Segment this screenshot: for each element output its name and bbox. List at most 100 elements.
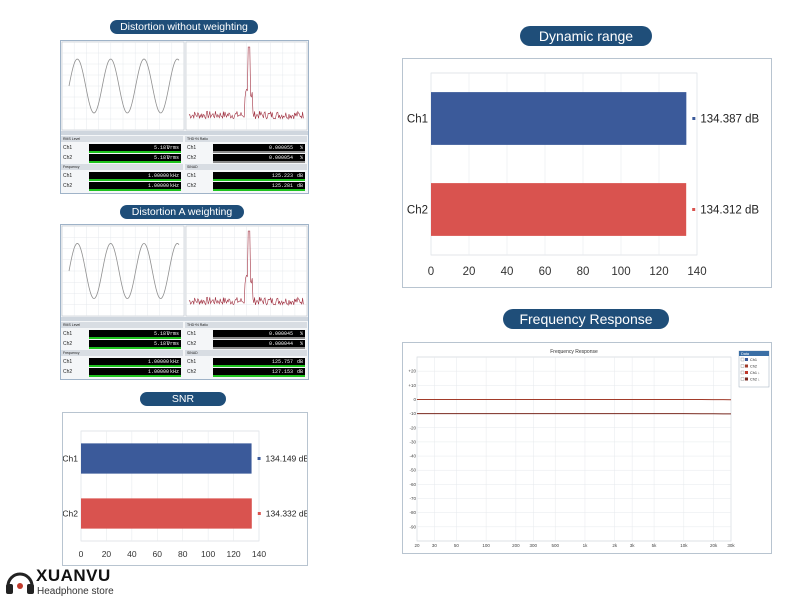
data-label: 134.387 dB bbox=[700, 114, 759, 126]
legend-checkbox bbox=[740, 357, 745, 362]
meter-group-title: RMS Level bbox=[61, 322, 183, 328]
legend-swatch bbox=[745, 371, 748, 374]
meter-row-ch1: Ch1 1.00000 kHz bbox=[61, 357, 183, 367]
legend-swatch bbox=[745, 358, 748, 361]
y-tick-label: -10 bbox=[409, 411, 416, 416]
level-bar bbox=[89, 189, 181, 191]
meter-group-title: SINAD bbox=[185, 350, 307, 356]
left-meters-2: RMS Level Ch1 5.187 Vrms Ch2 5.187 Vrms Fr… bbox=[61, 322, 183, 378]
level-bar bbox=[213, 161, 305, 163]
plot-area bbox=[416, 356, 732, 542]
snr-chart: 0 20 40 60 80 100 120 140 Ch1 134.149 dB Ch2 134.33… bbox=[62, 430, 310, 559]
x-tick-label: 20k bbox=[710, 543, 718, 548]
meter-tabs-2 bbox=[61, 317, 308, 321]
meter-unit: dB bbox=[296, 359, 303, 365]
meter-row-ch2: Ch2 5.187 Vrms bbox=[61, 153, 183, 163]
channel-label: Ch2 bbox=[63, 369, 73, 375]
brand-name: XUANVU bbox=[36, 566, 111, 585]
channel-label: Ch2 bbox=[187, 183, 197, 189]
series-marker bbox=[692, 117, 696, 120]
meter-value: 5.187 bbox=[153, 145, 169, 151]
level-bar bbox=[213, 179, 305, 181]
meter-group-title: THD+N Ratio bbox=[185, 136, 307, 142]
meter-unit: % bbox=[299, 331, 303, 337]
legend-label: Ch2 bbox=[750, 365, 757, 369]
channel-label: Ch2 bbox=[187, 155, 197, 161]
meter-row-ch1: Ch1 0.000045% bbox=[185, 329, 307, 339]
legend-label: Ch1 ↓ bbox=[750, 371, 760, 375]
channel-label: Ch1 bbox=[63, 173, 73, 179]
data-label: 134.312 dB bbox=[700, 205, 759, 217]
y-tick-label: -70 bbox=[409, 496, 416, 501]
right-meters-2: THD+N Ratio Ch1 0.000045% Ch2 0.000044% … bbox=[185, 322, 307, 378]
brand-tagline: Headphone store bbox=[37, 586, 114, 597]
title-frequency-response: Frequency Response bbox=[503, 309, 669, 329]
meter-unit: dB bbox=[296, 183, 303, 189]
level-bar bbox=[89, 161, 181, 163]
channel-label: Ch1 bbox=[187, 145, 197, 151]
frequency-response-panel: +20 +10 0 -10 -20 -30 -40 -50 -60 -70 -80 -90 20 30 50… bbox=[402, 342, 772, 554]
legend-header bbox=[739, 351, 769, 356]
x-tick-label: 80 bbox=[178, 549, 188, 559]
meter-value: 1.00000 bbox=[147, 173, 169, 179]
x-tick-label: 140 bbox=[252, 549, 266, 559]
level-bar bbox=[213, 347, 305, 349]
legend-label: Ch2 ↓ bbox=[750, 378, 760, 382]
legend-checkbox bbox=[740, 377, 745, 381]
x-tick-label: 100 bbox=[482, 543, 490, 548]
meter-unit: kHz bbox=[169, 359, 179, 365]
level-bar bbox=[89, 365, 181, 367]
legend-title: Data bbox=[741, 352, 750, 356]
x-tick-label: 200 bbox=[512, 543, 520, 548]
x-tick-label: 140 bbox=[687, 266, 706, 278]
dynamic-range-chart-panel: 0 20 40 60 80 100 120 140 Ch1 134.387 dB Ch2 134.31… bbox=[402, 58, 772, 288]
legend-checkbox bbox=[740, 364, 745, 368]
meter-display: 0.000054% bbox=[213, 154, 305, 162]
meter-row-ch1: Ch1 125.223 dB bbox=[185, 171, 307, 181]
meter-unit: dB bbox=[296, 369, 303, 375]
series-marker bbox=[692, 208, 696, 211]
meter-display: 127.153 dB bbox=[213, 368, 305, 376]
meter-row-ch2: Ch2 127.153 dB bbox=[185, 367, 307, 377]
x-tick-label: 5k bbox=[652, 543, 658, 548]
x-tick-label: 60 bbox=[153, 549, 163, 559]
data-label: 134.332 dB bbox=[266, 508, 307, 518]
level-bar bbox=[89, 375, 181, 377]
series-marker bbox=[257, 457, 261, 460]
y-tick-label: -50 bbox=[409, 468, 416, 473]
x-tick-label: 60 bbox=[539, 266, 552, 278]
meter-value: 5.187 bbox=[153, 155, 169, 161]
y-tick-label: -20 bbox=[409, 425, 416, 430]
y-tick-label: -80 bbox=[409, 510, 416, 515]
x-tick-label: 30 bbox=[432, 543, 438, 548]
meter-unit: kHz bbox=[169, 369, 179, 375]
legend-checkbox bbox=[740, 370, 745, 375]
headphone-logo-icon bbox=[6, 572, 34, 594]
meter-display: 125.757 dB bbox=[213, 358, 305, 366]
bar-ch2 bbox=[431, 183, 687, 236]
meter-display: 0.000055% bbox=[213, 144, 305, 152]
bar-ch1 bbox=[81, 443, 252, 474]
meter-display: 1.00000 kHz bbox=[89, 358, 181, 366]
y-tick-label: +10 bbox=[408, 383, 416, 388]
y-tick-label: -90 bbox=[409, 524, 416, 529]
x-tick-label: 1k bbox=[583, 543, 589, 548]
distortion-panel-a-weighting: RMS Level Ch1 5.187 Vrms Ch2 5.187 Vrms Fr… bbox=[60, 224, 309, 380]
chart-title: Frequency Response bbox=[550, 349, 598, 355]
y-tick-label: -60 bbox=[409, 482, 416, 487]
meter-unit: % bbox=[299, 155, 303, 161]
bar-ch1 bbox=[431, 92, 687, 145]
title-dynamic-range: Dynamic range bbox=[520, 26, 652, 46]
level-bar bbox=[213, 189, 305, 191]
x-tick-label: 2k bbox=[612, 543, 618, 548]
legend-swatch bbox=[745, 364, 748, 368]
category-label: Ch2 bbox=[407, 205, 428, 217]
distortion-graphs-2 bbox=[61, 225, 308, 317]
x-tick-label: 300 bbox=[530, 543, 538, 548]
meter-value: 127.153 bbox=[271, 369, 293, 375]
meter-unit: % bbox=[299, 145, 303, 151]
meter-value: 5.187 bbox=[153, 331, 169, 337]
meter-display: 0.000045% bbox=[213, 330, 305, 338]
meter-group-title: RMS Level bbox=[61, 136, 183, 142]
meter-unit: Vrms bbox=[166, 341, 179, 347]
